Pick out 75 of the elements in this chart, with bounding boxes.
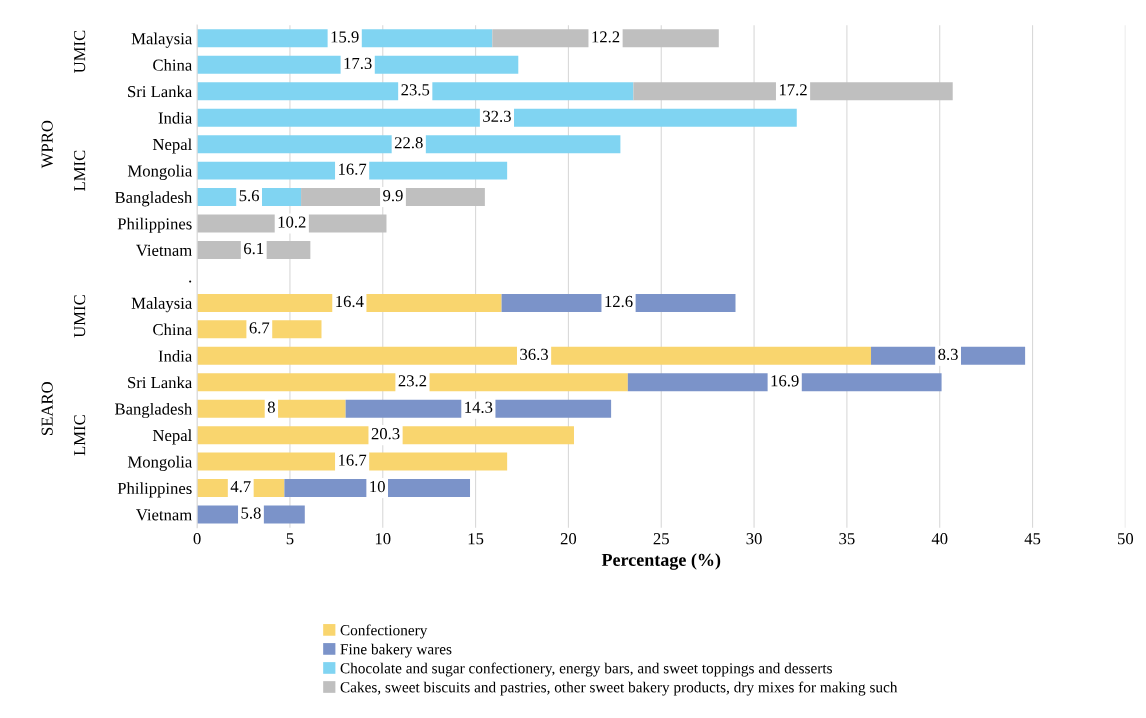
legend-label: Chocolate and sugar confectionery, energy bars, and sweet toppings and desserts <box>340 662 832 677</box>
bar <box>197 82 634 101</box>
bar <box>197 135 621 154</box>
data-label: 20.3 <box>371 428 400 440</box>
data-label: 36.3 <box>520 348 548 361</box>
data-label: 6.1 <box>244 242 264 255</box>
text: LMIC <box>74 150 86 191</box>
x-tick-label: 45 <box>1024 533 1041 545</box>
y-tick-label: . <box>189 280 192 283</box>
y-tick-label: Vietnam <box>136 244 192 257</box>
bar <box>197 426 574 445</box>
data-label: 17.3 <box>344 57 372 70</box>
x-tick-label: 15 <box>468 533 484 545</box>
y-tick-label: Vietnam <box>136 509 192 521</box>
data-label: 6.7 <box>249 322 270 334</box>
bar <box>633 82 953 101</box>
y-tick-label: Malaysia <box>131 32 193 48</box>
data-label: 8 <box>267 401 275 413</box>
y-tick-label: India <box>158 350 193 362</box>
x-axis-title: Percentage (%) <box>601 553 721 570</box>
data-label: 10 <box>370 480 385 493</box>
text: SEARO <box>41 382 53 435</box>
data-label: 5.8 <box>241 507 261 519</box>
data-label: 32.3 <box>483 110 511 122</box>
y-tick-label: Mongolia <box>127 455 193 471</box>
y-tick-label: Sri Lanka <box>128 376 193 389</box>
data-label: 5.6 <box>239 190 260 202</box>
x-tick-label: 30 <box>746 533 762 545</box>
data-label: 12.2 <box>592 31 620 43</box>
data-label: 16.9 <box>771 375 799 387</box>
x-tick-label: 35 <box>839 533 855 545</box>
y-tick-label: Philippines <box>117 482 192 498</box>
y-tick-label: Nepal <box>152 138 192 154</box>
data-label: 15.9 <box>331 31 359 43</box>
x-tick-label: 0 <box>193 533 201 545</box>
y-tick-label: China <box>153 59 193 71</box>
data-label: 17.2 <box>779 84 807 96</box>
x-tick-label: 25 <box>653 533 669 545</box>
x-tick-label: 40 <box>931 533 948 545</box>
y-tick-label: Bangladesh <box>114 191 193 207</box>
data-label: 16.7 <box>339 454 367 466</box>
data-label: 12.6 <box>605 295 633 308</box>
data-label: 4.7 <box>230 481 251 493</box>
bar <box>197 346 872 365</box>
legend-label: Cakes, sweet biscuits and pastries, other sweet bakery products, dry mixes for making such <box>340 681 898 696</box>
data-label: 9.9 <box>383 190 403 202</box>
text: LMIC <box>74 415 86 456</box>
x-tick-label: 50 <box>1118 533 1134 545</box>
data-label: 23.2 <box>398 375 427 387</box>
legend-label: Fine bakery wares <box>340 643 452 658</box>
text: WPRO <box>41 120 53 169</box>
y-tick-label: Sri Lanka <box>128 85 193 98</box>
y-tick-label: Mongolia <box>127 164 193 180</box>
y-tick-label: Philippines <box>117 217 192 233</box>
y-tick-label: Bangladesh <box>114 402 193 419</box>
text: UMIC <box>74 295 86 338</box>
y-tick-label: Malaysia <box>131 297 193 313</box>
bar <box>197 108 797 127</box>
x-tick-label: 10 <box>375 533 391 545</box>
legend-label: Confectionery <box>340 624 428 639</box>
data-label: 22.8 <box>394 137 423 149</box>
data-label: 16.4 <box>336 295 364 308</box>
data-label: 23.5 <box>401 84 430 96</box>
y-tick-label: India <box>158 111 193 124</box>
text: UMIC <box>74 30 86 73</box>
x-tick-label: 5 <box>286 533 294 545</box>
bar <box>197 373 628 392</box>
data-label: 8.3 <box>938 348 958 361</box>
bar <box>197 399 346 418</box>
x-tick-label: 20 <box>560 533 577 545</box>
data-label: 10.2 <box>278 216 306 228</box>
data-label: 14.3 <box>465 401 493 413</box>
y-tick-label: China <box>153 323 193 336</box>
data-label: 16.7 <box>339 163 367 175</box>
y-tick-label: Nepal <box>152 429 192 445</box>
